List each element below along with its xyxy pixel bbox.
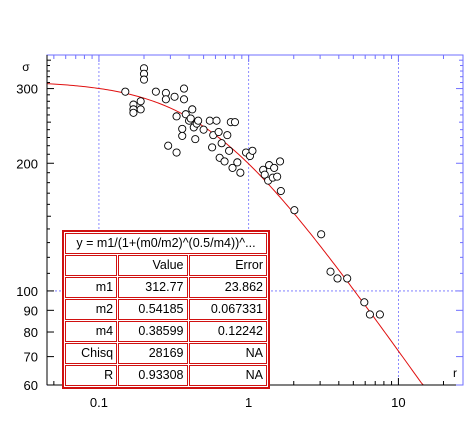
fit-row-m1: m1 312.77 23.862 — [65, 277, 267, 298]
x-tick-label: 10 — [391, 395, 405, 410]
data-point — [186, 114, 195, 123]
data-point — [212, 116, 221, 125]
data-point — [343, 274, 352, 283]
data-point — [139, 75, 149, 84]
data-point — [333, 274, 342, 283]
fit-row-m2: m2 0.54185 0.067331 — [65, 299, 267, 320]
y-tick-label: 60 — [24, 378, 38, 393]
y-tick-label: 300 — [16, 82, 38, 97]
fit-equation-row: y = m1/(1+(m0/m2)^(0.5/m4))^... — [65, 233, 267, 254]
fit-param-value: 28169 — [118, 343, 188, 364]
y-tick-label: 200 — [16, 156, 38, 171]
data-point — [276, 186, 285, 196]
data-point — [161, 95, 170, 104]
data-point — [121, 87, 130, 96]
fit-header-row: Value Error — [65, 255, 267, 276]
fit-header-error: Error — [188, 255, 267, 276]
y-axis-label: σ — [22, 60, 30, 74]
x-tick-label: 0.1 — [90, 395, 108, 410]
data-points-layer — [121, 64, 384, 319]
data-point — [129, 108, 138, 117]
fit-row-r: R 0.93308 NA — [65, 365, 267, 386]
data-point — [217, 139, 226, 148]
data-point — [194, 116, 203, 125]
fit-param-name: m1 — [65, 277, 118, 298]
fit-param-value: 0.54185 — [118, 299, 188, 320]
fit-param-name: m2 — [65, 299, 118, 320]
fit-row-chisq: Chisq 28169 NA — [65, 343, 267, 364]
fit-results-table: y = m1/(1+(m0/m2)^(0.5/m4))^... Value Er… — [62, 230, 270, 389]
fit-param-name: R — [65, 365, 118, 386]
data-point — [178, 131, 187, 140]
data-point — [360, 298, 369, 307]
fit-param-error: 0.12242 — [188, 321, 267, 342]
fit-param-name: Chisq — [65, 343, 118, 364]
fit-equation: y = m1/(1+(m0/m2)^(0.5/m4))^... — [65, 233, 267, 254]
data-point — [275, 157, 285, 166]
data-point — [260, 170, 269, 179]
data-point — [225, 146, 234, 155]
data-point — [326, 267, 335, 276]
fit-param-value: 312.77 — [118, 277, 188, 298]
fit-param-value: 0.93308 — [118, 365, 188, 386]
data-point — [228, 163, 237, 172]
data-point — [233, 158, 242, 167]
data-point — [220, 157, 229, 166]
data-point — [236, 168, 245, 177]
data-point — [179, 84, 189, 93]
fit-curve-layer — [46, 83, 424, 386]
data-point — [172, 148, 181, 157]
data-point — [270, 163, 279, 172]
data-point — [188, 105, 197, 114]
data-point — [172, 112, 181, 121]
data-point — [191, 135, 200, 144]
data-point — [214, 127, 223, 137]
y-tick-label: 100 — [16, 284, 38, 299]
data-point — [365, 310, 374, 319]
data-point — [136, 105, 145, 114]
x-axis-label: r — [453, 366, 457, 380]
data-point — [273, 172, 282, 181]
data-point — [178, 124, 187, 133]
data-point — [205, 116, 214, 125]
data-point — [230, 118, 240, 127]
y-tick-label: 80 — [24, 325, 38, 340]
fit-param-value: 0.38599 — [118, 321, 188, 342]
data-point — [375, 310, 384, 319]
x-tick-label: 1 — [245, 395, 252, 410]
data-point — [164, 141, 173, 150]
data-point — [248, 146, 257, 155]
data-point — [151, 87, 160, 96]
fit-param-error: 0.067331 — [188, 299, 267, 320]
fit-row-m4: m4 0.38599 0.12242 — [65, 321, 267, 342]
tick-labels-layer: 0.1 1 10 60 70 80 90 100 200 300 — [16, 82, 405, 410]
fit-param-error: NA — [188, 365, 267, 386]
data-point — [136, 97, 145, 106]
data-point — [170, 92, 179, 101]
data-point — [223, 131, 232, 140]
data-point — [179, 95, 189, 104]
data-point — [199, 125, 208, 134]
fit-header-value: Value — [118, 255, 188, 276]
data-point — [317, 230, 326, 239]
fit-param-name: m4 — [65, 321, 118, 342]
y-tick-label: 90 — [24, 303, 38, 318]
data-point — [208, 143, 217, 152]
fit-curve — [46, 83, 424, 386]
fit-param-error: 23.862 — [188, 277, 267, 298]
y-tick-label: 70 — [24, 350, 38, 365]
fit-param-error: NA — [188, 343, 267, 364]
fit-header-name — [65, 255, 118, 276]
data-point — [290, 206, 299, 215]
